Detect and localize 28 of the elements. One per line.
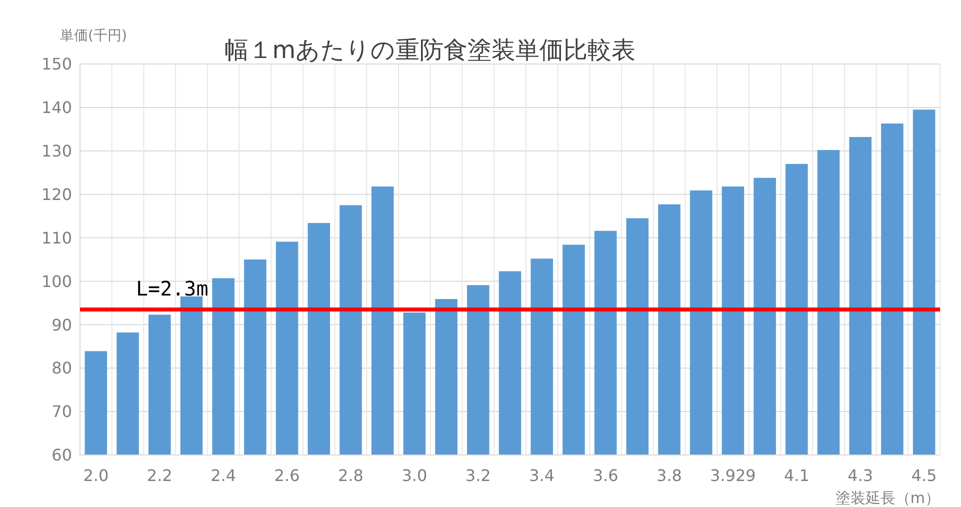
x-tick-label: 4.5 xyxy=(911,466,937,485)
x-tick-label: 2.6 xyxy=(274,466,300,485)
x-tick-label: 2.4 xyxy=(210,466,236,485)
y-tick-label: 90 xyxy=(52,315,72,334)
y-tick-label: 140 xyxy=(41,98,72,118)
y-tick-label: 80 xyxy=(52,358,72,378)
x-tick-label: 3.929 xyxy=(710,466,756,485)
x-tick-label: 2.8 xyxy=(338,466,364,485)
y-axis-title: 単価(千円) xyxy=(60,28,127,44)
x-tick-label: 3.6 xyxy=(592,466,618,485)
x-tick-label: 3.4 xyxy=(529,466,555,485)
x-tick-label: 2.0 xyxy=(83,466,109,485)
y-tick-label: 70 xyxy=(52,402,72,422)
x-tick-label: 3.2 xyxy=(465,466,491,485)
x-tick-label: 4.3 xyxy=(848,466,874,485)
y-tick-label: 120 xyxy=(41,184,72,204)
x-tick-label: 3.8 xyxy=(656,466,682,485)
annotation: L=2.3m xyxy=(136,276,208,300)
x-axis-title: 塗装延長（m） xyxy=(835,489,940,507)
x-tick-label: 4.1 xyxy=(784,466,810,485)
y-tick-label: 130 xyxy=(41,141,72,160)
x-tick-label: 2.2 xyxy=(146,466,172,485)
y-tick-label: 100 xyxy=(41,272,72,291)
chart-title: 幅１mあたりの重防食塗装単価比較表 xyxy=(224,36,636,64)
y-tick-label: 150 xyxy=(41,54,72,74)
y-tick-label: 60 xyxy=(52,446,72,465)
y-tick-label: 110 xyxy=(41,228,72,248)
x-tick-label: 3.0 xyxy=(402,466,428,485)
